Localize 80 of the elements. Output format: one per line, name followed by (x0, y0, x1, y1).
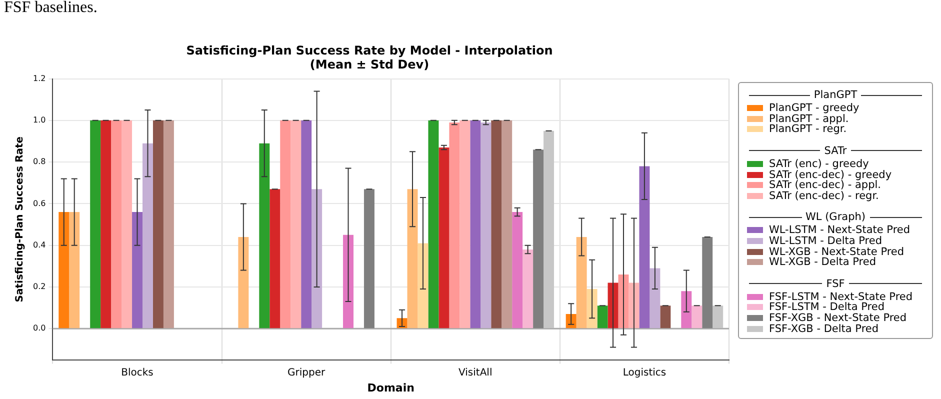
x-axis-title: Domain (367, 381, 414, 394)
bar (712, 306, 724, 328)
bar (480, 122, 492, 328)
bar (491, 120, 502, 328)
legend-label: SATr (enc-dec) - greedy (769, 168, 892, 181)
bar (100, 120, 112, 328)
legend-label: FSF-XGB - Delta Pred (769, 322, 879, 335)
text: PlanGPT (814, 89, 858, 101)
y-tick-label: 0.8 (32, 157, 46, 166)
legend-label: WL-LSTM - Delta Pred (769, 235, 882, 248)
bar (142, 143, 153, 328)
bar (470, 120, 481, 328)
legend-label: SATr (enc-dec) - appl. (769, 179, 882, 192)
bar (449, 122, 460, 328)
bar (650, 268, 660, 328)
x-tick-label: Logistics (622, 367, 666, 378)
bar (681, 291, 692, 328)
y-tick-label: 1.0 (32, 116, 46, 125)
bar (660, 306, 671, 328)
bar (692, 306, 702, 328)
bar (407, 189, 418, 328)
bar (111, 120, 122, 328)
text: FSF baselines. (4, 0, 98, 16)
legend-label: PlanGPT - greedy (769, 102, 860, 114)
bar (533, 150, 544, 328)
bar (280, 120, 291, 328)
bar (122, 120, 132, 328)
bar (502, 120, 512, 328)
bar (512, 212, 523, 328)
legend-label: FSF-LSTM - Delta Pred (769, 301, 885, 314)
bar (58, 212, 70, 328)
legend-label: PlanGPT - appl. (769, 112, 849, 125)
bar (576, 236, 587, 328)
bar (364, 189, 374, 328)
y-tick-label: 0.4 (32, 240, 46, 250)
legend-label: SATr (enc-dec) - regr. (769, 190, 879, 202)
bar (639, 166, 650, 328)
bar (290, 120, 302, 328)
bar (132, 212, 142, 328)
legend-label: FSF-LSTM - Next-State Pred (769, 290, 913, 303)
x-tick-label: VisitAll (458, 367, 492, 378)
legend-label: WL-LSTM - Next-State Pred (769, 224, 910, 236)
legend-label: PlanGPT - regr. (769, 123, 847, 136)
bar (597, 306, 608, 328)
bar (522, 249, 534, 328)
bar (428, 120, 439, 328)
y-axis-title: Satisficing-Plan Success Rate (14, 136, 26, 302)
bar (238, 236, 249, 328)
bar (152, 120, 164, 328)
bar (90, 120, 101, 328)
bar (586, 289, 598, 328)
y-tick-label: 0.6 (32, 198, 46, 208)
text: FSF (826, 278, 845, 290)
y-tick-label: 0.0 (32, 324, 46, 333)
y-tick-label: 1.2 (32, 74, 46, 83)
bar (312, 189, 322, 328)
bar (460, 120, 470, 328)
bar (69, 212, 80, 328)
legend-label: SATr (enc) - greedy (769, 158, 869, 170)
bar (702, 236, 713, 328)
bar (301, 120, 312, 328)
chart-title: Satisficing-Plan Success Rate by Model - Interpolation (186, 43, 553, 58)
bar (270, 189, 280, 328)
bar (418, 243, 428, 328)
chart-subtitle: (Mean ± Std Dev) (310, 58, 430, 72)
legend-label: WL-XGB - Next-State Pred (769, 246, 904, 258)
bar (544, 130, 554, 328)
legend-label: WL-XGB - Delta Pred (769, 256, 876, 268)
text: WL (Graph) (806, 211, 866, 224)
bar (608, 282, 618, 328)
legend-label: FSF-XGB - Next-State Pred (769, 312, 907, 324)
x-tick-label: Gripper (288, 367, 326, 378)
text: SATr (824, 144, 847, 157)
x-tick-label: Blocks (121, 367, 154, 378)
bar (343, 234, 354, 328)
bar (438, 147, 450, 328)
y-tick-label: 0.2 (32, 282, 46, 292)
bar (163, 120, 174, 328)
bar (259, 143, 270, 328)
bar (628, 282, 640, 328)
